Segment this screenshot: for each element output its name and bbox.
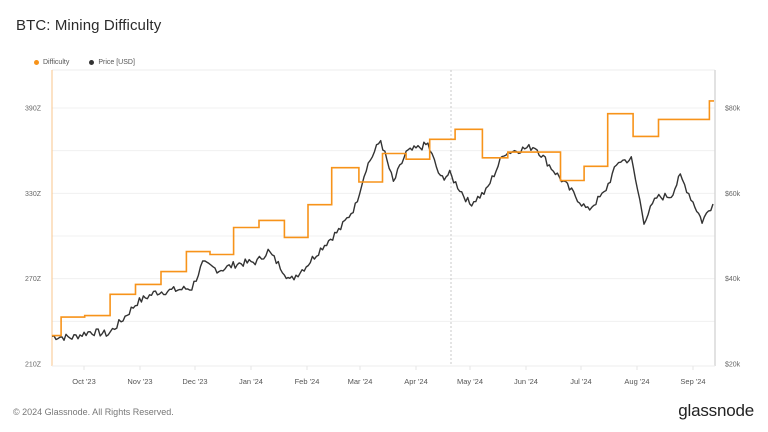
svg-text:Nov '23: Nov '23 xyxy=(127,377,152,386)
svg-text:Aug '24: Aug '24 xyxy=(624,377,649,386)
svg-text:Sep '24: Sep '24 xyxy=(680,377,705,386)
svg-text:Dec '23: Dec '23 xyxy=(182,377,207,386)
legend: Difficulty Price [USD] xyxy=(34,59,135,66)
gridlines xyxy=(52,107,715,322)
chart-canvas: 390Z 330Z 270Z 210Z $80k $60k $40k $20k Oct '2… xyxy=(25,69,741,386)
legend-item-difficulty[interactable]: Difficulty xyxy=(34,59,69,66)
legend-label-price: Price [USD] xyxy=(98,59,135,66)
svg-text:Apr '24: Apr '24 xyxy=(404,377,428,386)
svg-text:Jan '24: Jan '24 xyxy=(239,377,263,386)
difficulty-line xyxy=(52,100,714,337)
svg-text:Oct '23: Oct '23 xyxy=(72,377,96,386)
svg-text:390Z: 390Z xyxy=(25,106,42,113)
svg-text:270Z: 270Z xyxy=(25,276,42,283)
svg-text:$40k: $40k xyxy=(725,276,741,283)
svg-text:May '24: May '24 xyxy=(457,377,483,386)
left-axis-ticks: 390Z 330Z 270Z 210Z xyxy=(25,106,42,369)
svg-text:$80k: $80k xyxy=(725,106,741,113)
svg-text:$60k: $60k xyxy=(725,191,741,198)
svg-text:Jul '24: Jul '24 xyxy=(570,377,591,386)
svg-text:Jun '24: Jun '24 xyxy=(514,377,538,386)
svg-text:$20k: $20k xyxy=(725,362,741,369)
copyright-text: © 2024 Glassnode. All Rights Reserved. xyxy=(13,407,174,417)
right-axis-ticks: $80k $60k $40k $20k xyxy=(725,106,741,369)
price-line xyxy=(51,139,714,341)
svg-text:Feb '24: Feb '24 xyxy=(295,377,320,386)
legend-label-difficulty: Difficulty xyxy=(43,59,70,66)
chart-title: BTC: Mining Difficulty xyxy=(16,17,162,34)
svg-text:210Z: 210Z xyxy=(25,362,42,369)
svg-text:330Z: 330Z xyxy=(25,191,42,198)
glassnode-logo[interactable]: glassnode xyxy=(678,401,754,420)
svg-text:Mar '24: Mar '24 xyxy=(348,377,373,386)
legend-item-price[interactable]: Price [USD] xyxy=(89,59,135,66)
x-axis-ticks: Oct '23 Nov '23 Dec '23 Jan '24 Feb '24 Mar '… xyxy=(72,366,706,386)
price-dot-icon xyxy=(89,60,95,65)
difficulty-dot-icon xyxy=(34,60,39,65)
